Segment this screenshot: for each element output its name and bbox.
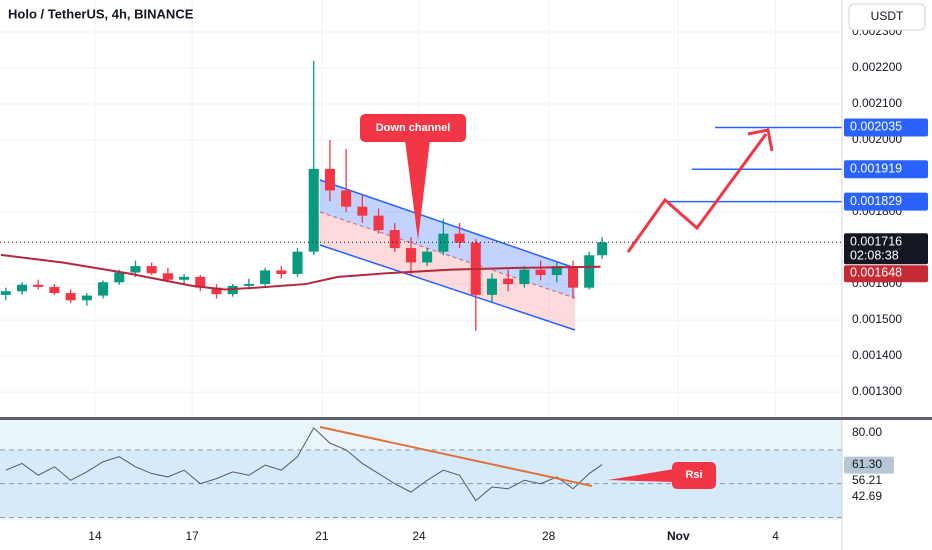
x-tick-label: 28 bbox=[542, 529, 556, 543]
plot bbox=[0, 60, 842, 502]
candle-body bbox=[535, 269, 546, 276]
candle-body bbox=[17, 284, 28, 292]
candle-body bbox=[195, 276, 206, 288]
callout-pointer bbox=[608, 469, 674, 482]
rsi-line bbox=[5, 427, 603, 502]
level-label: 0.002035 bbox=[850, 120, 902, 134]
x-tick-label: 14 bbox=[88, 529, 102, 543]
chart-title: Holo / TetherUS, 4h, BINANCE bbox=[8, 6, 194, 21]
channel-lower bbox=[320, 212, 575, 330]
y-tick-label: 0.001500 bbox=[852, 312, 902, 326]
candle-body bbox=[389, 230, 400, 249]
level-label-box bbox=[844, 160, 928, 179]
candle-body bbox=[130, 266, 141, 273]
candle-body bbox=[308, 168, 319, 252]
last-price-label: 0.001716 bbox=[850, 235, 902, 249]
candle-body bbox=[260, 270, 271, 285]
candle-body bbox=[438, 233, 449, 252]
level-label-box bbox=[844, 118, 928, 137]
pane-separator bbox=[0, 417, 932, 420]
level-label-box bbox=[844, 192, 928, 211]
candle-body bbox=[405, 248, 416, 263]
candle-body bbox=[114, 272, 125, 283]
x-tick-label: 4 bbox=[772, 529, 779, 543]
x-tick-label: 24 bbox=[412, 529, 426, 543]
callout-pointer bbox=[405, 140, 430, 240]
candle-body bbox=[33, 284, 44, 287]
candle-body bbox=[373, 215, 384, 231]
rsi-trendline bbox=[319, 426, 593, 487]
level-label: 0.001829 bbox=[850, 194, 902, 208]
x-tick-label: 21 bbox=[315, 529, 329, 543]
candle-body bbox=[503, 278, 514, 285]
last-price-box bbox=[844, 233, 928, 265]
candle-body bbox=[292, 251, 303, 274]
candle-body bbox=[146, 266, 157, 274]
currency-button[interactable] bbox=[848, 3, 926, 31]
candle-body bbox=[162, 273, 173, 280]
axis-labels: 14 17 21 24 28 Nov 40.0023000.0022000.0021000.… bbox=[88, 24, 928, 543]
countdown: 02:08:38 bbox=[850, 249, 899, 263]
candle-body bbox=[486, 278, 498, 295]
candle-body bbox=[422, 251, 433, 263]
candle-body bbox=[551, 266, 562, 276]
candle-body bbox=[49, 286, 60, 294]
x-tick-label: Nov bbox=[667, 529, 690, 543]
callout-box bbox=[360, 114, 466, 142]
candle-body bbox=[65, 293, 76, 301]
rsi-readout: 61.30 bbox=[852, 457, 882, 471]
candle-body bbox=[454, 233, 465, 243]
rsi-tick-label: 80.00 bbox=[852, 425, 882, 439]
y-tick-label: 0.001300 bbox=[852, 384, 902, 398]
candle-body bbox=[584, 255, 595, 288]
rsi-readout: 42.69 bbox=[852, 489, 882, 503]
candle-body bbox=[324, 168, 335, 191]
candle-body bbox=[81, 295, 92, 301]
arrow-head bbox=[747, 128, 774, 152]
projection-arrow bbox=[626, 133, 768, 253]
candle-body bbox=[567, 266, 579, 288]
annotation: Down channel bbox=[376, 122, 451, 134]
moving-average bbox=[0, 253, 601, 291]
level-label: 0.001919 bbox=[850, 162, 902, 176]
candle-body bbox=[341, 190, 352, 207]
y-tick-label: 0.002200 bbox=[852, 60, 902, 74]
callout-box bbox=[672, 462, 716, 489]
candle-body bbox=[357, 206, 368, 216]
annotation: Rsi bbox=[685, 469, 702, 481]
candle-body bbox=[211, 287, 222, 295]
time-axis bbox=[0, 520, 842, 550]
candle-body bbox=[179, 276, 190, 280]
ma-price-label: 0.001648 bbox=[850, 266, 902, 280]
candle-body bbox=[276, 270, 287, 274]
channel-mid bbox=[319, 211, 576, 299]
candle-body bbox=[243, 284, 254, 286]
rsi-readout: 56.21 bbox=[852, 473, 882, 487]
x-tick-label: 17 bbox=[186, 529, 200, 543]
ma-price-box bbox=[844, 265, 928, 283]
y-tick-label: 0.001400 bbox=[852, 348, 902, 362]
channel-bottom bbox=[319, 244, 576, 331]
rsi-readout-box bbox=[844, 456, 894, 474]
candle-body bbox=[597, 242, 608, 256]
currency-label: USDT bbox=[871, 9, 904, 23]
y-tick-label: 0.002100 bbox=[852, 96, 902, 110]
candle-body bbox=[519, 269, 530, 285]
candle-body bbox=[98, 282, 109, 296]
candle-body bbox=[0, 291, 11, 295]
